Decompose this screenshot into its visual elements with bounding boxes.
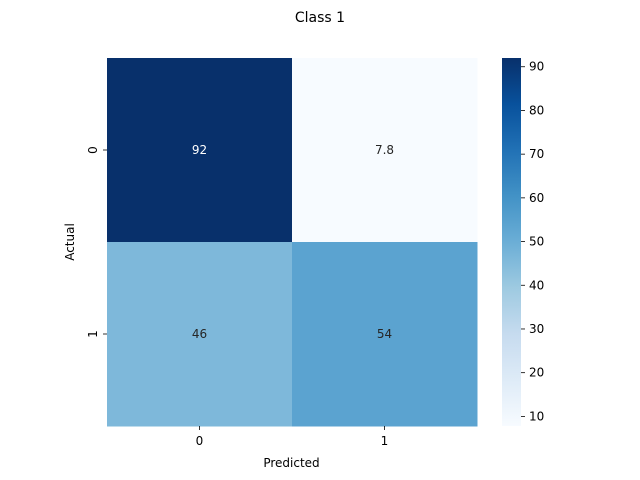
y-tick-label: 1 [86,330,100,338]
colorbar [502,58,521,426]
y-axis-label: Actual [63,223,77,261]
y-axis: 01 [86,146,107,338]
colorbar-tick-label: 70 [529,147,544,161]
colorbar-tick-label: 30 [529,322,544,336]
colorbar-tick-label: 40 [529,278,544,292]
cell-value-label: 46 [192,327,207,341]
cell-value-label: 54 [377,327,392,341]
colorbar-tick-label: 90 [529,60,544,74]
cell-value-label: 92 [192,143,207,157]
colorbar-tick-label: 60 [529,191,544,205]
heatmap-cells [107,58,478,427]
heatmap-cell-labels: 92 7.8 46 54 [192,143,394,341]
colorbar-tick-label: 50 [529,235,544,249]
heatmap-cell [292,242,478,427]
colorbar-tick-label: 80 [529,103,544,117]
colorbar-ticks: 10 20 30 40 50 60 70 80 90 [521,60,544,423]
x-tick-label: 1 [381,434,389,448]
x-tick-label: 0 [196,434,204,448]
heatmap-cell [107,58,293,243]
colorbar-tick-label: 20 [529,366,544,380]
y-tick-label: 0 [86,146,100,154]
heatmap-cell [292,58,478,243]
x-axis-label: Predicted [263,456,319,470]
colorbar-tick-label: 10 [529,409,544,423]
heatmap-cell [107,242,293,427]
cell-value-label: 7.8 [375,143,394,157]
chart-title: Class 1 [295,10,345,26]
